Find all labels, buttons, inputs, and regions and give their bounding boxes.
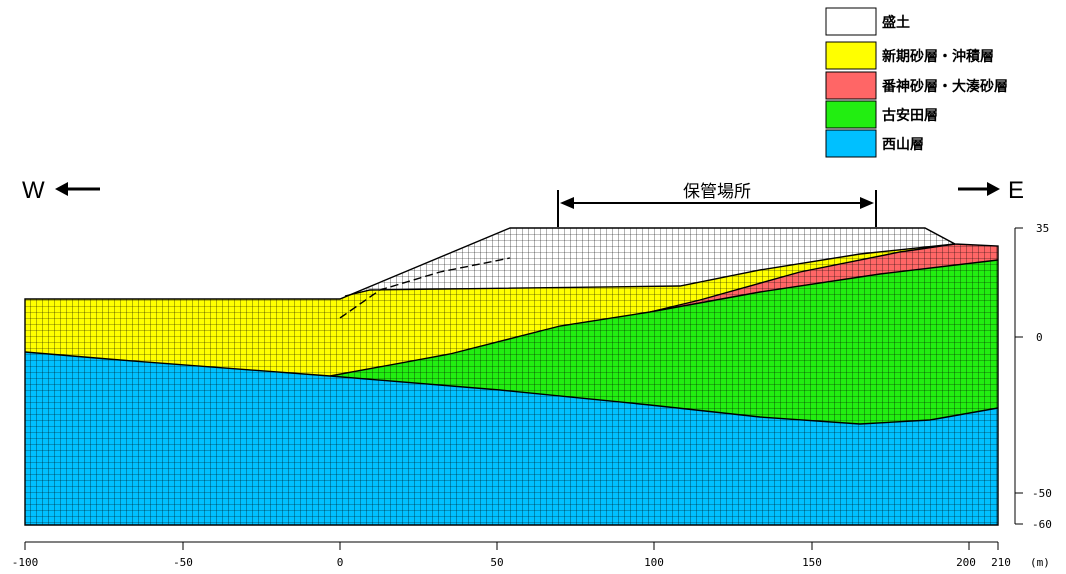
x-tick-label: 100 (644, 556, 664, 569)
layer-boundaries (24, 227, 999, 526)
legend-item-nishiyama: 西山層 (825, 129, 924, 158)
legend-label-furuyasuda: 古安田層 (882, 107, 938, 124)
y-tick-label: -50 (1032, 487, 1052, 500)
legend-item-alluvium: 新期砂層・沖積層 (825, 41, 994, 70)
x-tick-label: 0 (337, 556, 344, 569)
legend-swatch-nishiyama (825, 129, 877, 158)
legend-swatch-banjin (825, 71, 877, 100)
x-axis-unit: (m) (1030, 556, 1050, 569)
east-label: E (1008, 177, 1024, 204)
y-axis: 35 0 -50 -60 (1014, 222, 1052, 531)
storage-area-label: 保管場所 (683, 182, 751, 202)
finite-element-mesh (25, 228, 998, 525)
legend-swatch-furuyasuda (825, 100, 877, 129)
east-indicator: E (958, 177, 1024, 204)
y-tick-label: 35 (1036, 222, 1049, 235)
legend-swatch-fill (825, 7, 877, 36)
west-label: W (22, 177, 45, 204)
legend-item-banjin: 番神砂層・大湊砂層 (825, 71, 1008, 100)
x-tick-label: 150 (802, 556, 822, 569)
x-tick-label: 200 (956, 556, 976, 569)
x-tick-label: 50 (490, 556, 503, 569)
legend-swatch-alluvium (825, 41, 877, 70)
legend-label-banjin: 番神砂層・大湊砂層 (881, 78, 1008, 95)
legend: 盛土 新期砂層・沖積層 番神砂層・大湊砂層 古安田層 西山層 (825, 7, 1008, 158)
legend-item-fill: 盛土 (825, 7, 910, 36)
legend-label-alluvium: 新期砂層・沖積層 (882, 48, 994, 65)
west-indicator: W (22, 177, 100, 204)
x-tick-label: 210 (991, 556, 1011, 569)
legend-label-nishiyama: 西山層 (882, 137, 924, 153)
y-tick-label: 0 (1036, 331, 1043, 344)
east-arrow-icon (958, 182, 1000, 196)
x-axis: -100 -50 0 50 100 150 200 210 (m) (12, 541, 1050, 569)
legend-label-fill: 盛土 (882, 14, 910, 31)
x-tick-label: -50 (173, 556, 193, 569)
y-tick-label: -60 (1032, 518, 1052, 531)
storage-area-span: 保管場所 (557, 182, 877, 227)
west-arrow-icon (55, 182, 100, 196)
legend-item-furuyasuda: 古安田層 (825, 100, 938, 129)
x-tick-label: -100 (12, 556, 39, 569)
